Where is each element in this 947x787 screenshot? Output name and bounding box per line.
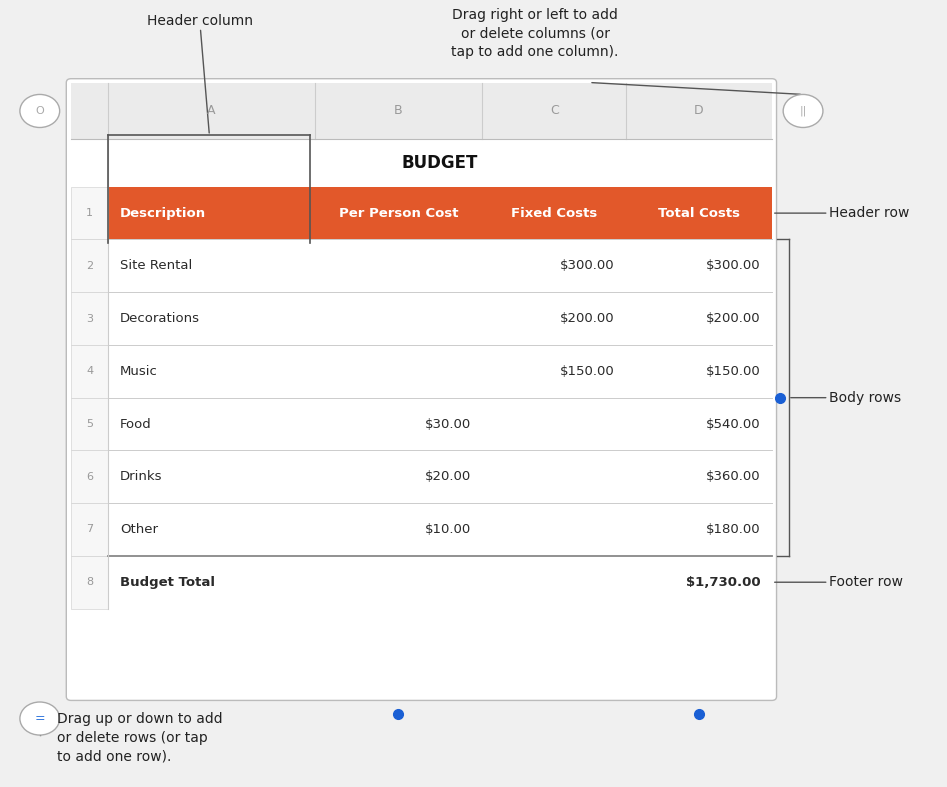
Text: Total Costs: Total Costs bbox=[658, 207, 740, 220]
Text: 1: 1 bbox=[86, 208, 93, 218]
Text: C: C bbox=[550, 105, 559, 117]
Text: Description: Description bbox=[119, 207, 205, 220]
Text: Decorations: Decorations bbox=[119, 312, 200, 325]
Text: 3: 3 bbox=[86, 313, 93, 323]
Text: Body rows: Body rows bbox=[791, 390, 901, 405]
Text: O: O bbox=[35, 106, 45, 116]
Text: $150.00: $150.00 bbox=[560, 365, 615, 378]
Text: Drinks: Drinks bbox=[119, 471, 162, 483]
FancyBboxPatch shape bbox=[71, 83, 772, 139]
Text: 8: 8 bbox=[86, 577, 93, 587]
Text: A: A bbox=[207, 105, 216, 117]
FancyBboxPatch shape bbox=[71, 556, 108, 608]
Text: $1,730.00: $1,730.00 bbox=[686, 576, 760, 589]
FancyBboxPatch shape bbox=[71, 292, 108, 345]
Text: $540.00: $540.00 bbox=[706, 418, 760, 430]
Text: $300.00: $300.00 bbox=[561, 260, 615, 272]
Text: Food: Food bbox=[119, 418, 152, 430]
Text: Header row: Header row bbox=[775, 206, 909, 220]
Text: Site Rental: Site Rental bbox=[119, 260, 192, 272]
Text: Music: Music bbox=[119, 365, 157, 378]
Text: Header column: Header column bbox=[147, 13, 253, 133]
Text: $20.00: $20.00 bbox=[424, 471, 471, 483]
FancyBboxPatch shape bbox=[71, 503, 108, 556]
FancyBboxPatch shape bbox=[71, 450, 108, 503]
Text: ||: || bbox=[799, 105, 807, 116]
Text: Budget Total: Budget Total bbox=[119, 576, 215, 589]
Text: $10.00: $10.00 bbox=[424, 523, 471, 536]
Text: Other: Other bbox=[119, 523, 158, 536]
Text: 6: 6 bbox=[86, 471, 93, 482]
Text: 2: 2 bbox=[86, 260, 93, 271]
Circle shape bbox=[783, 94, 823, 127]
FancyBboxPatch shape bbox=[108, 187, 772, 239]
Text: Per Person Cost: Per Person Cost bbox=[339, 207, 458, 220]
Text: $180.00: $180.00 bbox=[706, 523, 760, 536]
Text: Footer row: Footer row bbox=[775, 575, 902, 589]
FancyBboxPatch shape bbox=[66, 79, 777, 700]
Text: $30.00: $30.00 bbox=[424, 418, 471, 430]
Text: 7: 7 bbox=[86, 524, 93, 534]
FancyBboxPatch shape bbox=[71, 345, 108, 397]
Text: $150.00: $150.00 bbox=[706, 365, 760, 378]
Text: BUDGET: BUDGET bbox=[402, 154, 478, 172]
Text: D: D bbox=[694, 105, 704, 117]
Text: $360.00: $360.00 bbox=[706, 471, 760, 483]
Text: 5: 5 bbox=[86, 419, 93, 429]
FancyBboxPatch shape bbox=[71, 239, 108, 292]
Text: =: = bbox=[34, 712, 45, 725]
FancyBboxPatch shape bbox=[71, 397, 108, 450]
Text: Drag up or down to add
or delete rows (or tap
to add one row).: Drag up or down to add or delete rows (o… bbox=[57, 712, 223, 763]
FancyBboxPatch shape bbox=[71, 187, 108, 239]
Text: Drag right or left to add
or delete columns (or
tap to add one column).: Drag right or left to add or delete colu… bbox=[452, 8, 618, 59]
Text: $200.00: $200.00 bbox=[706, 312, 760, 325]
Text: Fixed Costs: Fixed Costs bbox=[511, 207, 598, 220]
Circle shape bbox=[20, 94, 60, 127]
Text: $200.00: $200.00 bbox=[561, 312, 615, 325]
Text: 4: 4 bbox=[86, 366, 93, 376]
Text: B: B bbox=[394, 105, 402, 117]
Circle shape bbox=[20, 702, 60, 735]
Text: $300.00: $300.00 bbox=[706, 260, 760, 272]
